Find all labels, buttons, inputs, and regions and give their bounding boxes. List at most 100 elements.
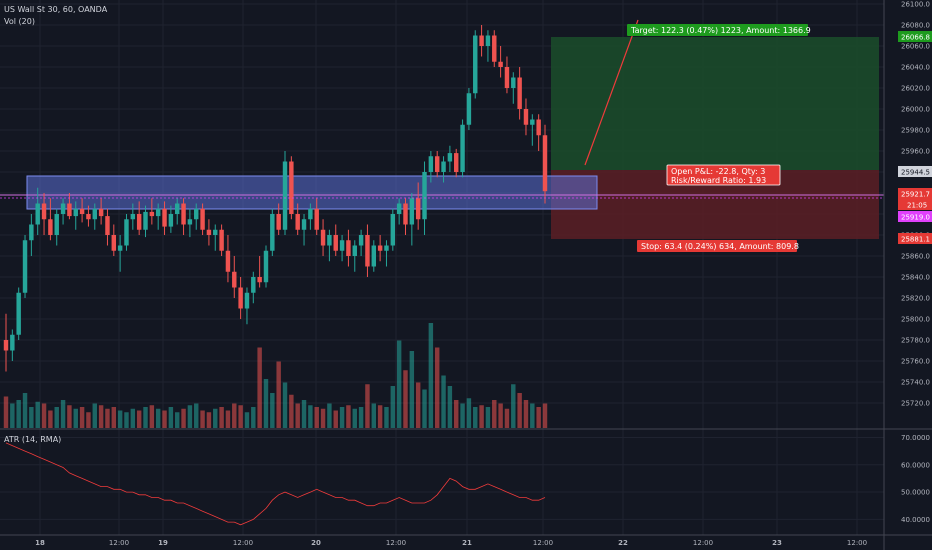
volume-bar	[390, 386, 396, 428]
candle-body	[98, 208, 104, 217]
volume-bar	[251, 407, 256, 428]
volume-bar	[308, 405, 313, 428]
time-tick-label: 18	[35, 539, 45, 547]
candle-body	[181, 203, 186, 225]
candle-body	[124, 219, 129, 246]
volume-bar	[35, 401, 40, 428]
volume-bar	[92, 403, 97, 428]
candle-body	[16, 292, 21, 335]
candle-body	[415, 198, 421, 220]
price-tick-label: 26040.0	[901, 64, 930, 72]
volume-bar	[174, 412, 180, 428]
candle-body	[301, 219, 307, 230]
time-axis[interactable]: 18 12:00 19 12:00 20 12:00 21 12:00 22 12:00 23 12:…	[35, 539, 867, 547]
candle-body	[149, 211, 155, 217]
candle-body	[327, 235, 332, 246]
volume-bar	[346, 405, 351, 428]
volume-bar	[168, 407, 174, 428]
volume-bar	[48, 410, 53, 428]
volume-bar	[371, 403, 377, 428]
target-price-badge-bg	[898, 31, 932, 42]
volume-bar	[29, 407, 34, 428]
trend-line[interactable]	[584, 19, 639, 166]
volume-bar	[460, 403, 465, 428]
volume-bar	[492, 400, 497, 428]
volume-bar	[86, 412, 91, 428]
volume-bar	[447, 386, 453, 428]
volume-bar	[73, 408, 78, 428]
volume-bar	[213, 408, 218, 428]
candle-body	[479, 35, 484, 46]
candle-body	[358, 235, 364, 246]
price-tick-label: 25760.0	[901, 358, 930, 366]
volume-bar	[358, 407, 364, 428]
atr-line	[5, 442, 546, 526]
candle-body	[339, 240, 345, 251]
volume-bar	[130, 408, 136, 428]
candle-body	[257, 277, 262, 283]
volume-bar	[352, 408, 357, 428]
volume-bar	[314, 407, 319, 428]
price-tick-label: 26100.0	[901, 1, 930, 9]
candle-body	[371, 245, 377, 267]
volume-bar	[454, 400, 459, 428]
volume-bar	[498, 403, 503, 428]
candle-body	[213, 229, 218, 235]
volume-bar	[16, 400, 21, 428]
candle-body	[498, 61, 503, 67]
candle-body	[396, 203, 402, 214]
candle-body	[542, 135, 548, 192]
pnl-line-1: Open P&L: -22.8, Qty: 3	[671, 167, 765, 176]
candle-body	[308, 208, 313, 220]
atr-tick-label: 60.0000	[901, 461, 930, 469]
atr-axis[interactable]: 70.0000 60.0000 50.0000 40.0000	[901, 434, 930, 524]
volume-bar	[365, 384, 370, 428]
time-tick-label: 12:00	[109, 539, 129, 547]
atr-tick-label: 40.0000	[901, 516, 930, 524]
candle-body	[111, 235, 117, 251]
price-tick-label: 25960.0	[901, 148, 930, 156]
volume-bar	[485, 407, 491, 428]
candle-body	[155, 208, 161, 217]
price-tick-label: 25780.0	[901, 337, 930, 345]
volume-bar	[219, 407, 224, 428]
candle-body	[276, 214, 281, 230]
volume-legend[interactable]: Vol (20)	[4, 17, 35, 26]
volume-bar	[181, 408, 186, 428]
support-zone-rectangle[interactable]	[26, 175, 598, 210]
candle-body	[485, 35, 491, 46]
time-tick-label: 20	[311, 539, 321, 547]
price-tick-label: 25800.0	[901, 316, 930, 324]
current-price-badge: 25921.7	[901, 191, 930, 199]
volume-bar	[542, 403, 548, 428]
candle-body	[530, 119, 535, 125]
candle-body	[270, 214, 275, 251]
volume-bar	[422, 389, 427, 428]
volume-bar	[111, 407, 117, 428]
current-price-badge-bg	[898, 188, 932, 199]
volume-bar	[289, 394, 294, 428]
volume-bar	[238, 405, 243, 428]
candle-body	[225, 250, 231, 272]
stop-label: Stop: 63.4 (0.24%) 634, Amount: 809.8	[641, 242, 799, 251]
candle-body	[251, 277, 256, 293]
volume-bar	[124, 412, 129, 428]
volume-bar	[79, 407, 85, 428]
profit-zone[interactable]	[551, 37, 879, 170]
time-tick-label: 23	[772, 539, 782, 547]
candle-body	[409, 198, 415, 225]
volume-bar	[504, 408, 510, 428]
atr-label[interactable]: ATR (14, RMA)	[4, 435, 61, 444]
candle-body	[352, 245, 357, 256]
price-tick-label: 25980.0	[901, 127, 930, 135]
candle-body	[377, 245, 383, 251]
volume-bar	[98, 405, 104, 428]
candle-body	[511, 77, 516, 88]
stop-level-badge: 25881.1	[901, 236, 930, 244]
time-tick-label: 19	[158, 539, 168, 547]
candle-body	[244, 292, 250, 309]
symbol-legend[interactable]: US Wall St 30, 60, OANDA	[4, 5, 108, 14]
candle-body	[168, 214, 174, 227]
volume-bar	[105, 408, 110, 428]
